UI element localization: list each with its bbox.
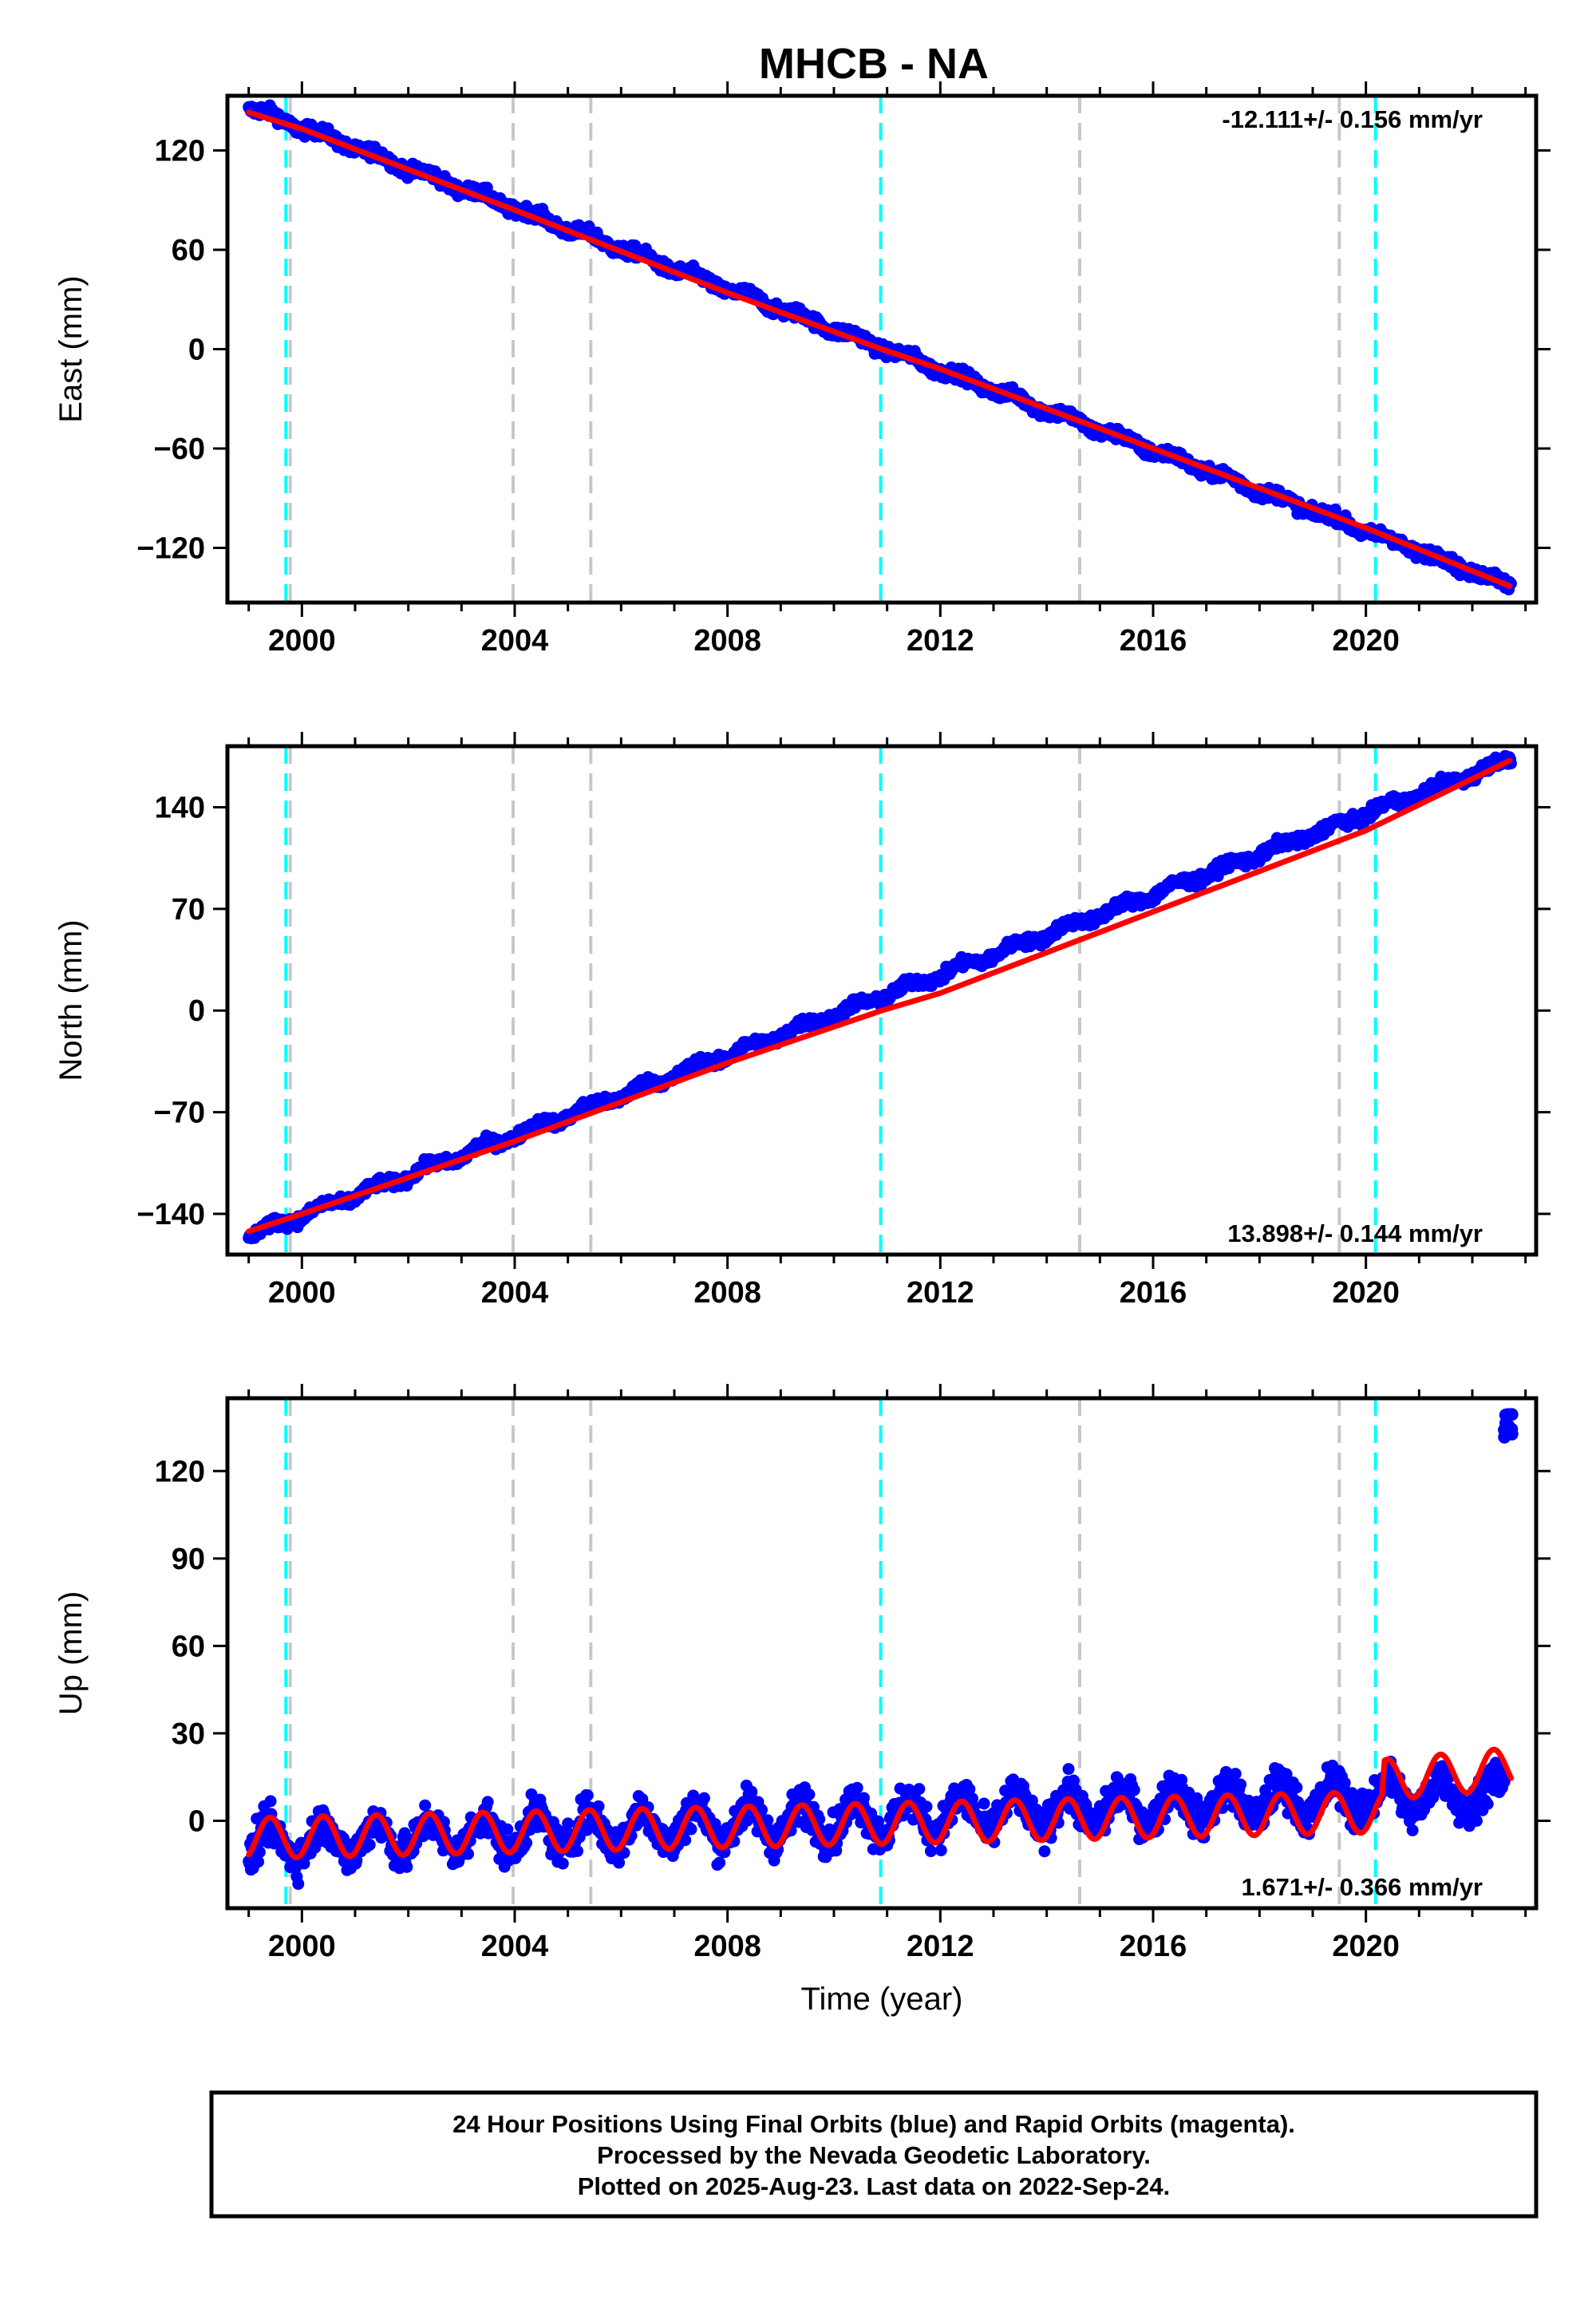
x-tick-label: 2020 <box>1332 624 1400 658</box>
data-point <box>920 1800 933 1813</box>
data-point <box>419 1799 432 1812</box>
y-tick-label: −120 <box>136 532 205 566</box>
data-point <box>934 1844 947 1856</box>
y-tick-label: 70 <box>172 893 205 927</box>
data-point <box>501 1823 514 1836</box>
model-fit-line <box>246 109 1513 589</box>
data-point <box>978 1797 990 1810</box>
data-point <box>264 1795 277 1808</box>
rate-label: -12.111+/- 0.156 mm/yr <box>1222 105 1483 133</box>
data-point <box>924 1845 937 1858</box>
data-point <box>685 1823 697 1836</box>
data-point <box>481 1796 494 1808</box>
east-panel: 2000 2004 2008 2012 2016 2020 −120 −60 0 60 120 Eas… <box>53 81 1551 658</box>
x-tick-label: 2000 <box>268 1276 336 1310</box>
x-tick-label: 2020 <box>1332 1276 1400 1310</box>
y-tick-label: −60 <box>154 433 205 466</box>
x-tick-label: 2016 <box>1120 1276 1187 1310</box>
plot-area <box>243 746 1517 1255</box>
chart-title: MHCB - NA <box>759 40 989 88</box>
plot-area <box>243 96 1517 603</box>
data-point <box>803 1788 816 1800</box>
north-panel: 2000 2004 2008 2012 2016 2020 −140 −70 0 70 140 Nor… <box>53 732 1551 1310</box>
y-tick-label: 140 <box>155 791 205 824</box>
y-axis-label: East (mm) <box>53 275 89 422</box>
data-point <box>1025 1794 1038 1807</box>
data-point <box>292 1878 305 1891</box>
data-point <box>1062 1763 1075 1776</box>
x-tick-label: 2012 <box>907 624 974 658</box>
x-tick-label: 2000 <box>268 624 336 658</box>
x-tick-label: 2012 <box>907 1276 974 1310</box>
data-point <box>613 1856 626 1869</box>
data-point <box>592 1800 605 1812</box>
data-point <box>520 1836 533 1849</box>
rate-label: 13.898+/- 0.144 mm/yr <box>1227 1219 1483 1247</box>
plot-area <box>243 1398 1519 1908</box>
data-point <box>1128 1784 1140 1796</box>
data-point <box>857 1792 870 1804</box>
data-point <box>1038 1845 1051 1858</box>
data-point <box>556 1857 569 1870</box>
x-tick-label: 2008 <box>693 1276 761 1310</box>
y-tick-label: −70 <box>154 1097 205 1130</box>
plot-frame <box>225 744 1539 1257</box>
data-point <box>571 1844 584 1857</box>
data-point <box>401 1860 413 1873</box>
data-point <box>761 1814 774 1827</box>
data-point <box>963 1783 976 1796</box>
y-tick-label: −140 <box>136 1198 205 1231</box>
data-point <box>363 1839 376 1852</box>
y-tick-label: 0 <box>188 994 205 1028</box>
y-tick-label: 0 <box>188 334 205 367</box>
x-tick-label: 2016 <box>1120 624 1187 658</box>
data-point <box>913 1783 926 1796</box>
data-point <box>581 1789 594 1802</box>
data-point <box>253 1846 266 1859</box>
data-point <box>697 1792 710 1804</box>
y-tick-label: 60 <box>172 234 205 267</box>
data-point <box>679 1834 692 1847</box>
model-fit-line <box>246 757 1513 1235</box>
data-point <box>562 1817 575 1830</box>
data-point <box>252 1856 265 1868</box>
x-tick-label: 2008 <box>693 624 761 658</box>
x-tick-label: 2004 <box>481 1276 549 1310</box>
data-point <box>462 1848 475 1860</box>
data-point <box>268 1837 281 1850</box>
y-tick-label: 120 <box>155 134 205 168</box>
x-tick-label: 2004 <box>481 624 549 658</box>
y-axis-label: North (mm) <box>53 919 89 1081</box>
data-point <box>713 1856 726 1869</box>
data-point <box>851 1781 863 1794</box>
